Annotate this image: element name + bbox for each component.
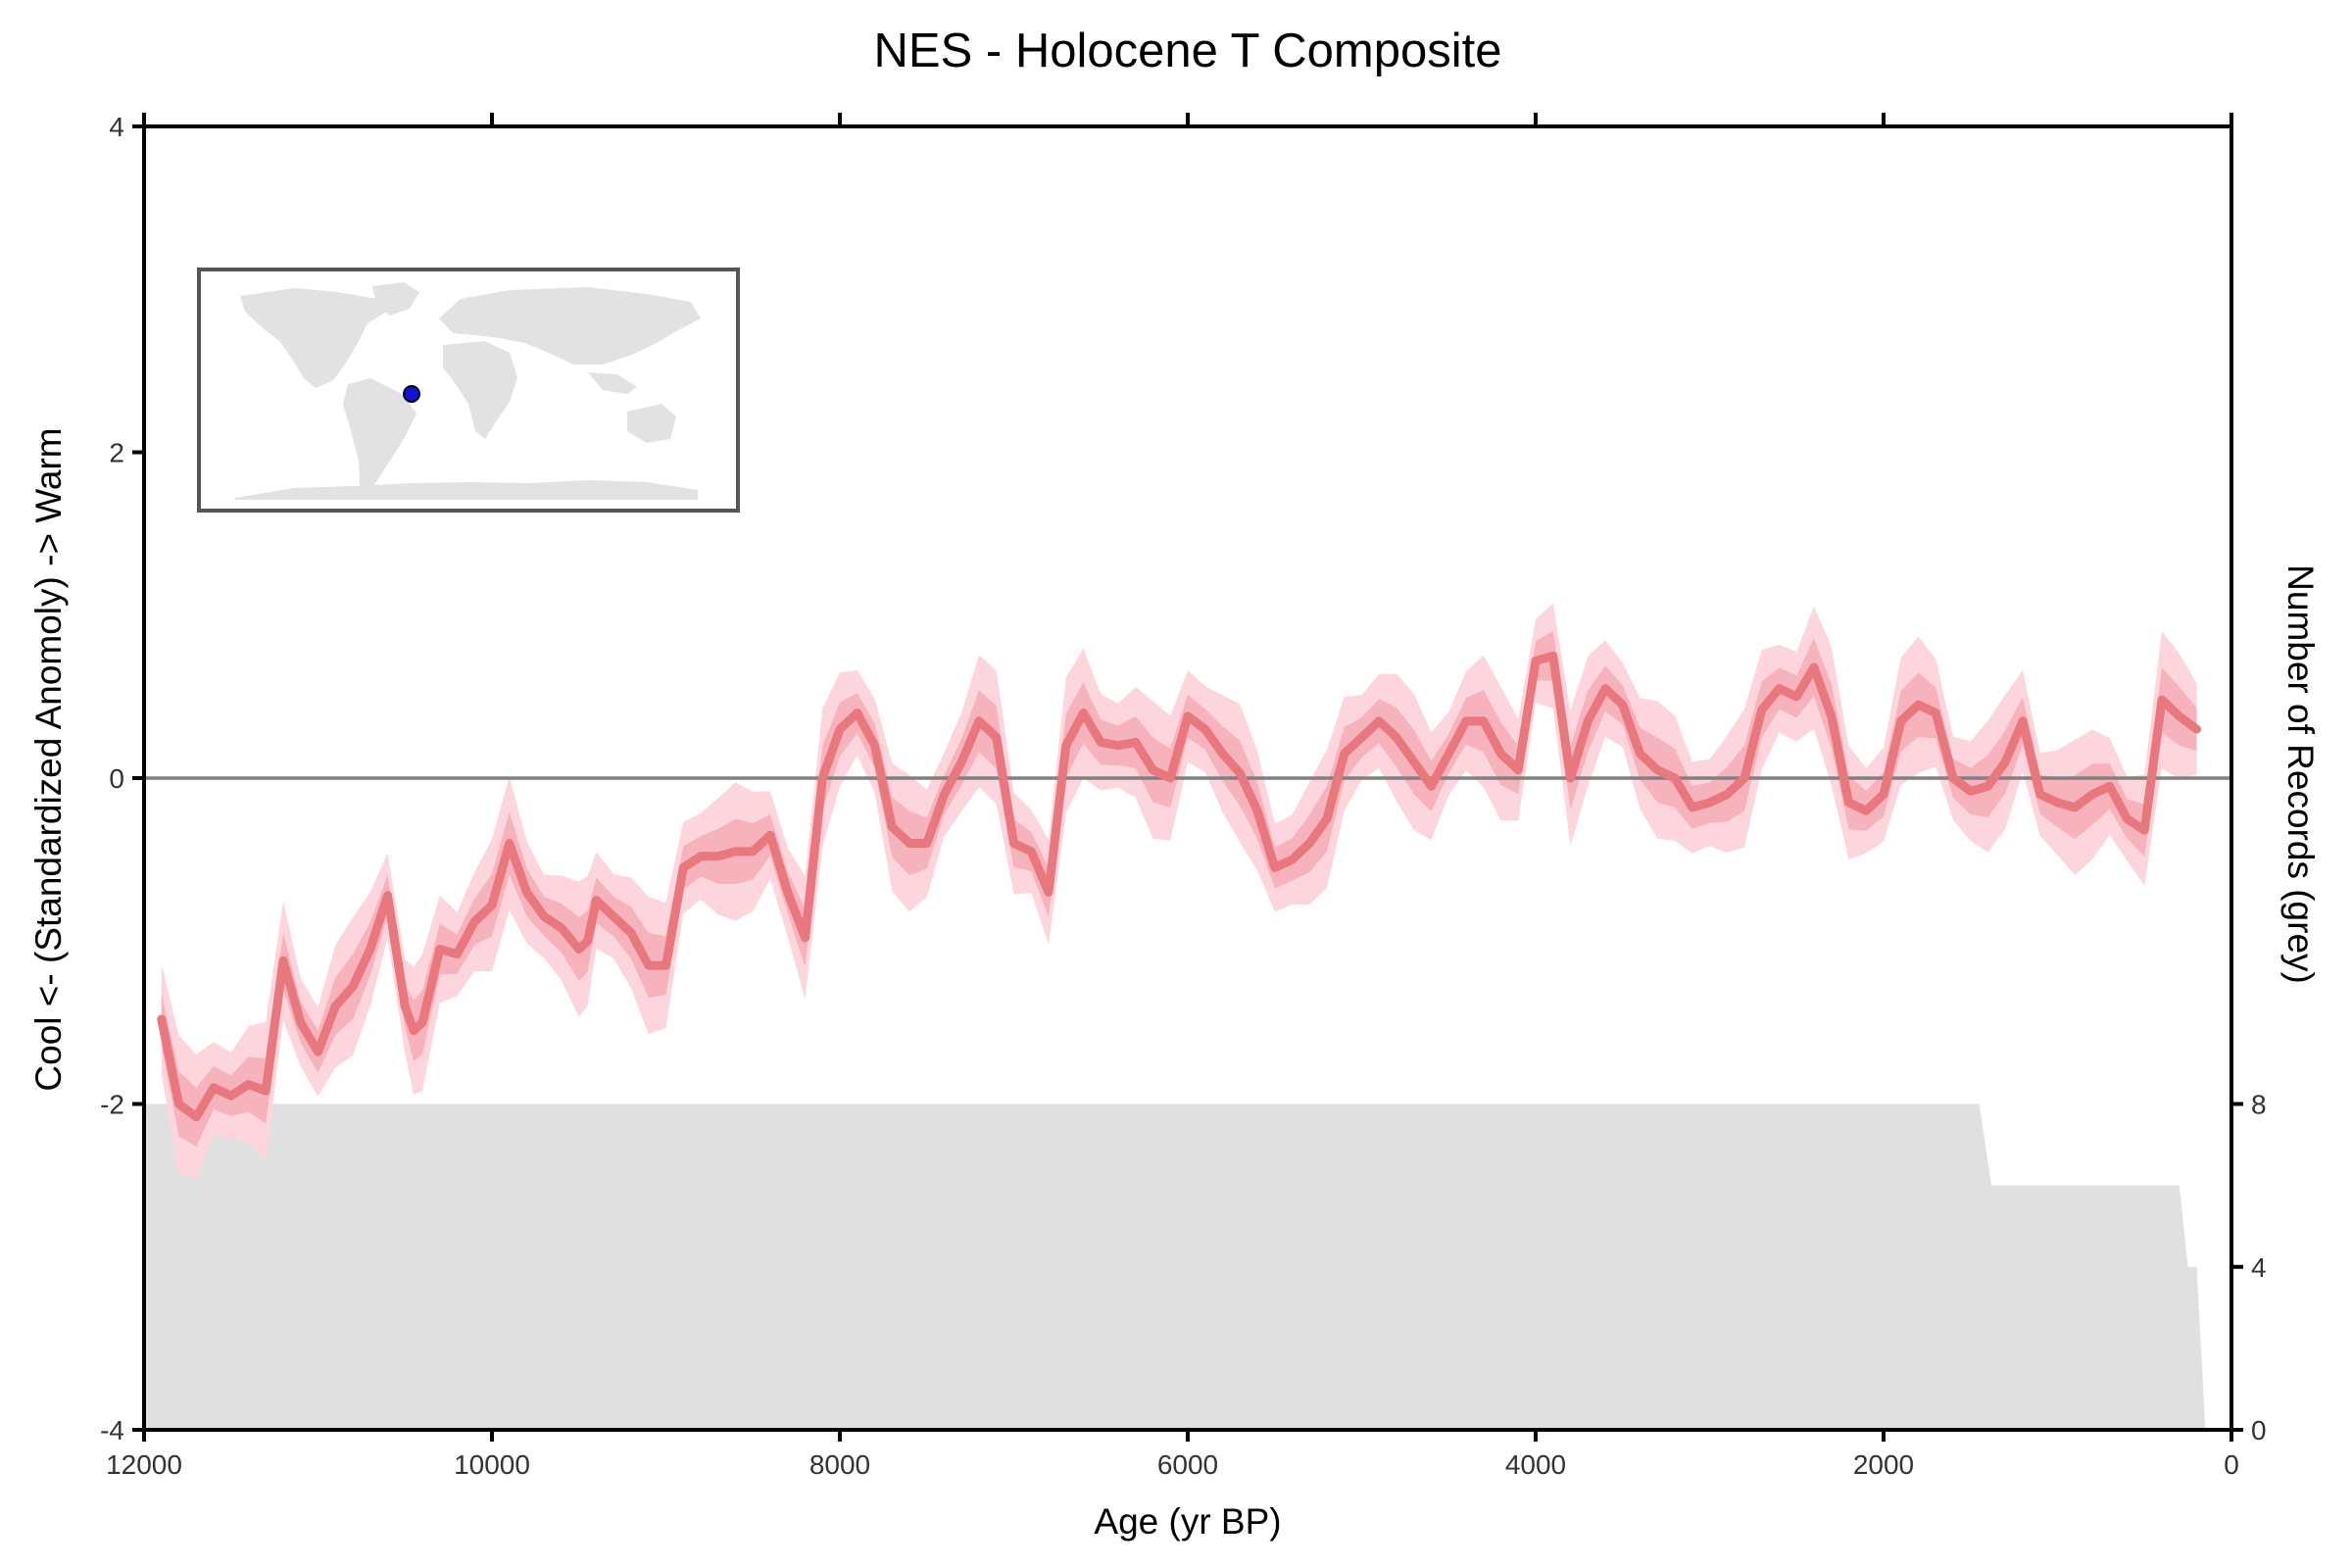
map-australia <box>627 404 676 443</box>
x-tick-label: 10000 <box>454 1449 530 1480</box>
x-tick-label: 2000 <box>1853 1449 1914 1480</box>
records-area <box>145 1103 2215 1430</box>
y-axis-label: Cool <- (Standardized Anomoly) -> Warm <box>28 427 69 1091</box>
x-axis-label: Age (yr BP) <box>1094 1501 1281 1542</box>
x-tick-label: 4000 <box>1505 1449 1566 1480</box>
map-north-america <box>240 288 387 388</box>
map-southeast-asia <box>588 372 637 394</box>
map-antarctica <box>235 480 698 500</box>
y2-tick-label: 0 <box>2251 1415 2267 1446</box>
confidence-band-outer <box>161 603 2197 1180</box>
x-tick-label: 0 <box>2224 1449 2239 1480</box>
ticks-layer: 12000 10000 8000 6000 4000 2000 0 -4 -2 0 2 4 0 4 8 <box>100 112 2266 1480</box>
y-tick-label: 4 <box>109 112 124 142</box>
site-marker <box>403 385 420 403</box>
y2-tick-label: 4 <box>2251 1252 2267 1283</box>
y-tick-label: -4 <box>100 1415 124 1446</box>
records-area-layer <box>145 1103 2215 1430</box>
map-greenland <box>372 282 419 316</box>
y-tick-label: 0 <box>109 763 124 794</box>
x-tick-label: 8000 <box>809 1449 870 1480</box>
series-layer <box>157 651 2201 1122</box>
chart-title: NES - Holocene T Composite <box>874 24 1502 77</box>
y-tick-label: 2 <box>109 438 124 468</box>
confidence-band-layer <box>161 603 2197 1180</box>
series-line <box>157 651 2201 1122</box>
y2-tick-label: 8 <box>2251 1090 2267 1120</box>
map-south-america <box>343 378 416 498</box>
y-tick-label: -2 <box>100 1090 124 1120</box>
y2-axis-label: Number of Records (grey) <box>2280 564 2321 984</box>
x-tick-label: 6000 <box>1157 1449 1218 1480</box>
map-eurasia <box>439 287 701 365</box>
inset-map <box>197 268 740 513</box>
map-africa <box>443 341 517 439</box>
x-tick-label: 12000 <box>106 1449 182 1480</box>
